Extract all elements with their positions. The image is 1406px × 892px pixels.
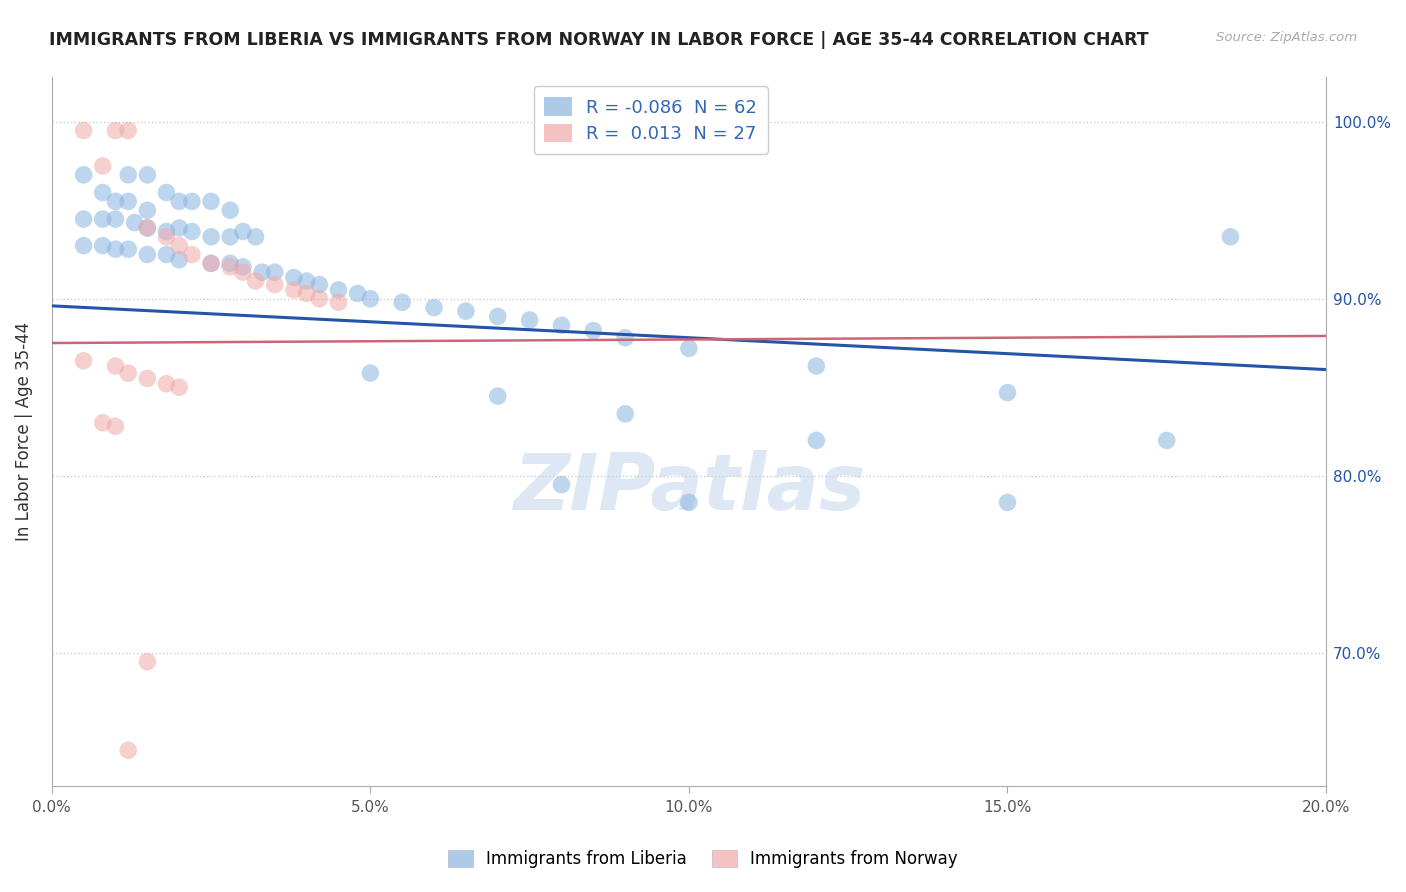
Point <box>997 385 1019 400</box>
Point <box>614 331 637 345</box>
Point <box>167 252 190 267</box>
Point <box>136 247 159 261</box>
Point <box>219 203 242 218</box>
Point <box>136 168 159 182</box>
Point <box>167 221 190 235</box>
Point <box>582 324 605 338</box>
Point <box>91 416 114 430</box>
Point <box>136 221 159 235</box>
Point <box>250 265 273 279</box>
Point <box>263 277 285 292</box>
Point <box>155 376 177 391</box>
Point <box>486 389 509 403</box>
Point <box>181 194 204 209</box>
Point <box>200 256 222 270</box>
Point <box>232 265 254 279</box>
Point <box>200 256 222 270</box>
Point <box>245 274 267 288</box>
Point <box>117 242 139 256</box>
Point <box>155 247 177 261</box>
Point <box>117 366 139 380</box>
Point <box>283 270 305 285</box>
Text: ZIPatlas: ZIPatlas <box>513 450 865 526</box>
Point <box>91 238 114 252</box>
Point <box>232 260 254 274</box>
Point <box>359 292 381 306</box>
Point <box>245 229 267 244</box>
Point <box>200 194 222 209</box>
Point <box>295 274 318 288</box>
Point <box>614 407 637 421</box>
Point <box>104 212 127 227</box>
Point <box>806 359 828 373</box>
Point <box>167 194 190 209</box>
Point <box>136 655 159 669</box>
Point <box>136 203 159 218</box>
Point <box>1156 434 1178 448</box>
Point <box>72 168 94 182</box>
Y-axis label: In Labor Force | Age 35-44: In Labor Force | Age 35-44 <box>15 322 32 541</box>
Point <box>200 229 222 244</box>
Point <box>117 194 139 209</box>
Point <box>328 283 350 297</box>
Point <box>155 225 177 239</box>
Point <box>486 310 509 324</box>
Point <box>997 495 1019 509</box>
Point <box>678 495 700 509</box>
Point <box>136 371 159 385</box>
Point <box>72 123 94 137</box>
Point <box>1219 229 1241 244</box>
Point <box>391 295 413 310</box>
Point <box>295 286 318 301</box>
Point <box>308 292 330 306</box>
Point <box>346 286 368 301</box>
Point <box>219 256 242 270</box>
Point <box>283 283 305 297</box>
Point <box>678 342 700 356</box>
Legend: Immigrants from Liberia, Immigrants from Norway: Immigrants from Liberia, Immigrants from… <box>441 843 965 875</box>
Point <box>550 318 572 333</box>
Point <box>155 229 177 244</box>
Point <box>232 225 254 239</box>
Point <box>550 477 572 491</box>
Point <box>167 238 190 252</box>
Point <box>72 353 94 368</box>
Point <box>519 313 541 327</box>
Point <box>167 380 190 394</box>
Point <box>104 359 127 373</box>
Point <box>117 123 139 137</box>
Point <box>359 366 381 380</box>
Point <box>91 186 114 200</box>
Point <box>155 186 177 200</box>
Legend: R = -0.086  N = 62, R =  0.013  N = 27: R = -0.086 N = 62, R = 0.013 N = 27 <box>534 87 768 154</box>
Point <box>91 159 114 173</box>
Point <box>104 419 127 434</box>
Point <box>117 743 139 757</box>
Point <box>117 168 139 182</box>
Point <box>454 304 477 318</box>
Point <box>181 225 204 239</box>
Text: Source: ZipAtlas.com: Source: ZipAtlas.com <box>1216 31 1357 45</box>
Point <box>263 265 285 279</box>
Point <box>328 295 350 310</box>
Point <box>72 238 94 252</box>
Point <box>72 212 94 227</box>
Point <box>181 247 204 261</box>
Point <box>219 260 242 274</box>
Point <box>136 221 159 235</box>
Point <box>91 212 114 227</box>
Text: IMMIGRANTS FROM LIBERIA VS IMMIGRANTS FROM NORWAY IN LABOR FORCE | AGE 35-44 COR: IMMIGRANTS FROM LIBERIA VS IMMIGRANTS FR… <box>49 31 1149 49</box>
Point <box>806 434 828 448</box>
Point <box>219 229 242 244</box>
Point <box>308 277 330 292</box>
Point <box>104 242 127 256</box>
Point <box>423 301 446 315</box>
Point <box>104 123 127 137</box>
Point <box>104 194 127 209</box>
Point <box>124 216 146 230</box>
